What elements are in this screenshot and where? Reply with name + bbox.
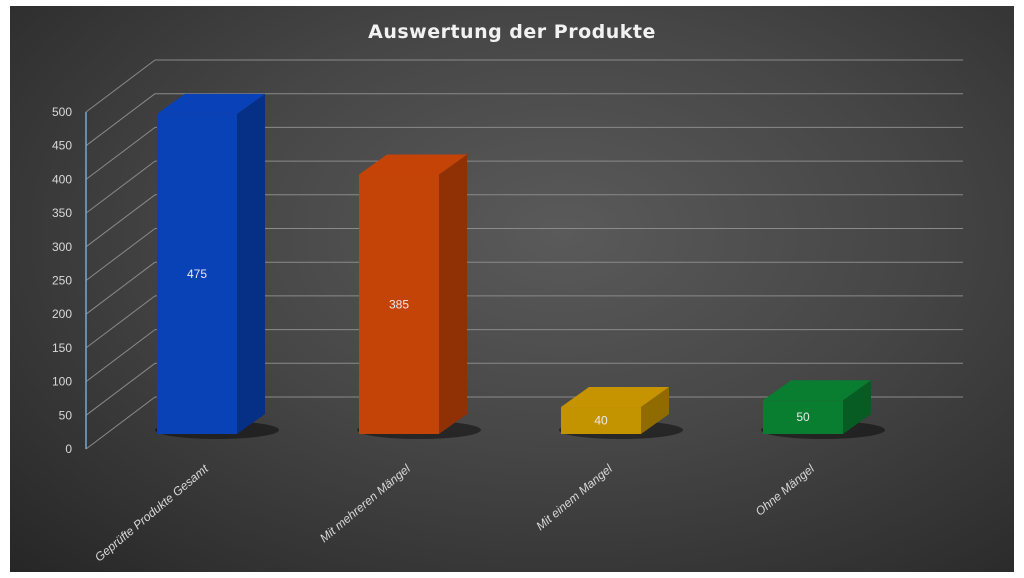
bar-side <box>641 387 669 434</box>
data-label: 50 <box>796 410 810 424</box>
gridline-side <box>85 362 156 416</box>
y-tick-label: 0 <box>65 442 72 456</box>
y-tick-label: 450 <box>52 139 72 153</box>
bar-front-shade <box>763 400 843 434</box>
y-tick-label: 300 <box>52 240 72 254</box>
gridline-side <box>85 261 156 315</box>
x-category-label: Geprüfte Produkte Gesamt <box>92 461 211 564</box>
bar-front-shade <box>157 113 237 434</box>
data-label: 475 <box>187 267 207 281</box>
bar-0: 475 <box>155 93 279 439</box>
gridline-side <box>85 127 156 180</box>
y-tick-label: 50 <box>59 408 73 422</box>
bar-3: 50 <box>761 380 885 439</box>
bar-side <box>439 154 467 434</box>
bar-top <box>763 380 871 401</box>
gridline-side <box>85 295 156 349</box>
bar-1: 385 <box>357 154 481 439</box>
y-tick-label: 150 <box>52 341 72 355</box>
data-label: 40 <box>594 414 608 428</box>
gridline-side <box>85 329 156 382</box>
bar-front-shade <box>561 407 641 434</box>
chart: Auswertung der Produkte 0 50 100 150 200 250 3… <box>52 21 963 564</box>
y-tick-label: 500 <box>52 105 72 119</box>
data-label: 385 <box>389 297 409 311</box>
bar-side <box>843 380 871 434</box>
x-category-label: Ohne Mängel <box>753 461 817 518</box>
bar-top <box>157 93 265 114</box>
y-tick-label: 200 <box>52 307 72 321</box>
gridline-side <box>85 194 156 248</box>
bar-top <box>561 387 669 408</box>
chart-panel: Auswertung der Produkte 0 50 100 150 200 250 3… <box>10 6 1014 572</box>
gridline-side <box>85 93 156 147</box>
gridline-side <box>85 160 156 214</box>
bar-front-shade <box>359 174 439 434</box>
y-tick-label: 250 <box>52 274 72 288</box>
gridline-side <box>85 59 156 113</box>
y-tick-label: 100 <box>52 375 72 389</box>
gridline-side <box>85 228 156 281</box>
chart-title: Auswertung der Produkte <box>368 21 656 43</box>
bar-top <box>359 154 467 175</box>
gridline-side <box>85 396 156 450</box>
bar-side <box>237 93 265 434</box>
x-category-label: Mit einem Mangel <box>533 461 615 533</box>
y-tick-label: 400 <box>52 172 72 186</box>
x-category-label: Mit mehreren Mängel <box>317 461 413 545</box>
y-tick-label: 350 <box>52 206 72 220</box>
bar-2: 40 <box>559 387 683 439</box>
